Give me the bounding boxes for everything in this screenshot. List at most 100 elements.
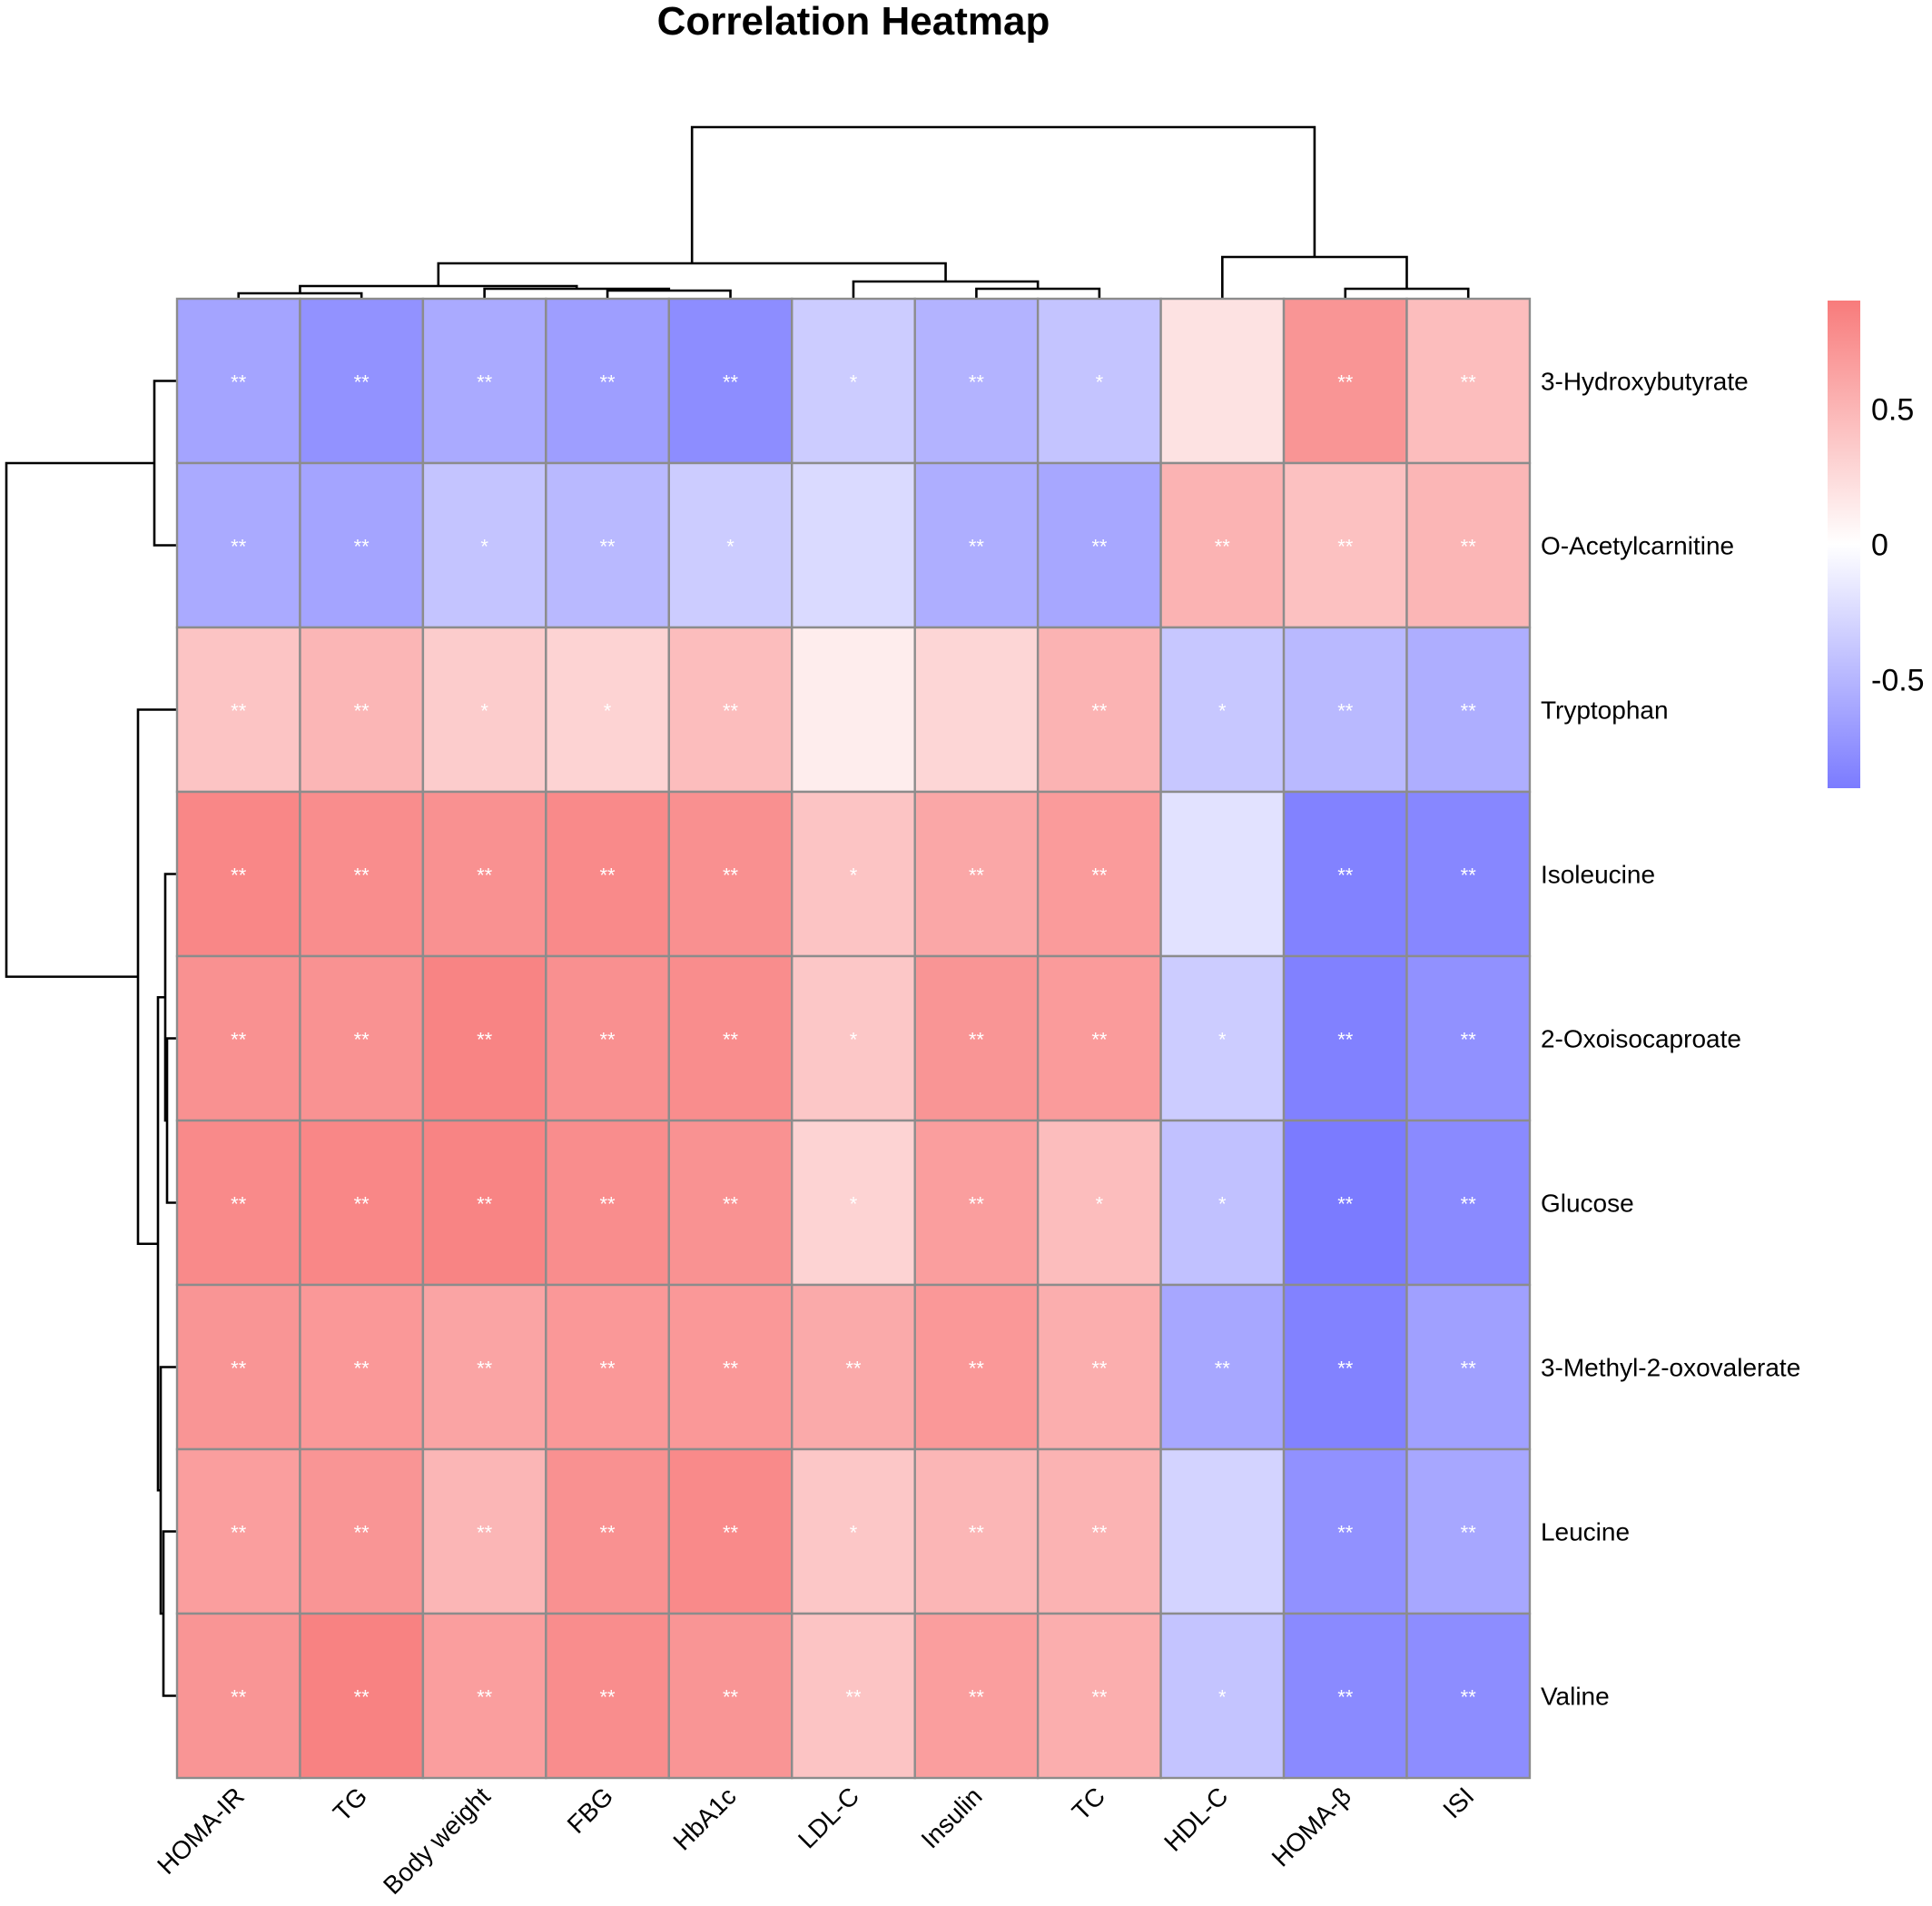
- significance-marker: *: [1218, 1029, 1227, 1052]
- significance-marker: **: [1337, 1686, 1354, 1709]
- significance-marker: **: [600, 371, 616, 394]
- significance-marker: **: [1461, 536, 1477, 558]
- heatmap-cell: [421, 461, 547, 629]
- heatmap-cell: [791, 297, 916, 465]
- legend-tick-label: 0.5: [1871, 392, 1914, 427]
- significance-marker: **: [969, 1522, 985, 1545]
- heatmap-cell: [175, 297, 301, 465]
- significance-marker: *: [1218, 700, 1227, 723]
- heatmap-cell: [913, 1612, 1040, 1780]
- heatmap-cell: [791, 1612, 916, 1780]
- heatmap-cell: [913, 954, 1040, 1122]
- significance-marker: *: [850, 1522, 858, 1545]
- significance-marker: **: [354, 1686, 370, 1709]
- dendrogram-branch: [606, 289, 732, 299]
- heatmap-cell: [1159, 1283, 1286, 1451]
- heatmap-cell: [791, 626, 916, 794]
- significance-marker: **: [231, 864, 247, 887]
- significance-marker: **: [231, 1522, 247, 1545]
- significance-marker: *: [1096, 1193, 1104, 1216]
- heatmap-cell: [1159, 1447, 1286, 1615]
- heatmap-cell: [299, 790, 425, 958]
- significance-marker: **: [600, 1686, 616, 1709]
- chart-title: Correlation Heatmap: [657, 0, 1050, 44]
- dendrogram-branch: [162, 1530, 177, 1697]
- significance-marker: *: [850, 1193, 858, 1216]
- significance-marker: **: [354, 536, 370, 558]
- significance-marker: **: [1461, 864, 1477, 887]
- significance-marker: **: [600, 1522, 616, 1545]
- significance-marker: **: [477, 1358, 493, 1380]
- heatmap-cell: [913, 790, 1040, 958]
- heatmap-cell: [1036, 1447, 1162, 1615]
- significance-markers: ** ** ** ** ** * ** * ** **** ** * ** * ** ** ** ** **** **…: [231, 371, 1476, 1709]
- dendrogram-branch: [1221, 255, 1408, 299]
- significance-marker: **: [1461, 1193, 1477, 1216]
- significance-marker: *: [1218, 1686, 1227, 1709]
- heatmap-cell: [299, 1283, 425, 1451]
- dendrogram-branch: [165, 1037, 177, 1204]
- significance-marker: **: [600, 1358, 616, 1380]
- heatmap-cell: [299, 1447, 425, 1615]
- row-label: Tryptophan: [1541, 696, 1669, 725]
- significance-marker: **: [969, 1358, 985, 1380]
- significance-marker: **: [1337, 1029, 1354, 1052]
- significance-marker: **: [600, 536, 616, 558]
- heatmap-cell: [667, 626, 794, 794]
- heatmap-cell: [545, 954, 670, 1122]
- significance-marker: **: [969, 371, 985, 394]
- heatmap-cell: [913, 1283, 1040, 1451]
- heatmap-cell: [913, 1119, 1040, 1287]
- significance-marker: **: [723, 1029, 739, 1052]
- column-dendrogram: [237, 125, 1470, 299]
- heatmap-cell: [1036, 461, 1162, 629]
- significance-marker: *: [850, 1029, 858, 1052]
- heatmap-cell: [421, 954, 547, 1122]
- heatmap-cell: [1405, 297, 1532, 465]
- significance-marker: **: [231, 536, 247, 558]
- significance-marker: **: [1215, 536, 1231, 558]
- significance-marker: **: [1337, 1358, 1354, 1380]
- significance-marker: **: [231, 1193, 247, 1216]
- significance-marker: **: [600, 1029, 616, 1052]
- heatmap-cell: [667, 1283, 794, 1451]
- heatmap-cell: [421, 626, 547, 794]
- heatmap-cell: [1159, 1612, 1286, 1780]
- heatmap-cell: [299, 954, 425, 1122]
- row-label: Isoleucine: [1541, 861, 1655, 889]
- heatmap-cell: [1159, 954, 1286, 1122]
- significance-marker: *: [850, 371, 858, 394]
- legend-tick-label: 0: [1871, 528, 1888, 563]
- heatmap-cell: [791, 1283, 916, 1451]
- significance-marker: **: [1091, 1358, 1108, 1380]
- heatmap-cell: [667, 461, 794, 629]
- significance-marker: **: [845, 1358, 862, 1380]
- heatmap-cell: [545, 626, 670, 794]
- significance-marker: **: [231, 1686, 247, 1709]
- significance-marker: **: [1337, 700, 1354, 723]
- significance-marker: **: [969, 864, 985, 887]
- significance-marker: **: [354, 1358, 370, 1380]
- heatmap-cell: [175, 626, 301, 794]
- heatmap-cell: [1405, 954, 1532, 1122]
- heatmap-cell: [791, 790, 916, 958]
- significance-marker: **: [845, 1686, 862, 1709]
- heatmap-cell: [175, 1283, 301, 1451]
- color-legend: 0.5 0 -0.5: [1828, 301, 1925, 788]
- heatmap-cell: [175, 954, 301, 1122]
- legend-color-bar: [1828, 301, 1860, 788]
- column-label: TC: [1067, 1782, 1110, 1825]
- significance-marker: **: [723, 700, 739, 723]
- significance-marker: **: [231, 371, 247, 394]
- significance-marker: **: [354, 1522, 370, 1545]
- column-label: HOMA-IR: [152, 1782, 250, 1880]
- significance-marker: **: [231, 700, 247, 723]
- heatmap-cell: [667, 954, 794, 1122]
- significance-marker: **: [1461, 1029, 1477, 1052]
- heatmap-cell: [1405, 1447, 1532, 1615]
- heatmap-cell: [1282, 1612, 1408, 1780]
- significance-marker: **: [1337, 1522, 1354, 1545]
- significance-marker: **: [1091, 700, 1108, 723]
- row-label: Valine: [1541, 1683, 1610, 1711]
- heatmap-cell: [299, 1119, 425, 1287]
